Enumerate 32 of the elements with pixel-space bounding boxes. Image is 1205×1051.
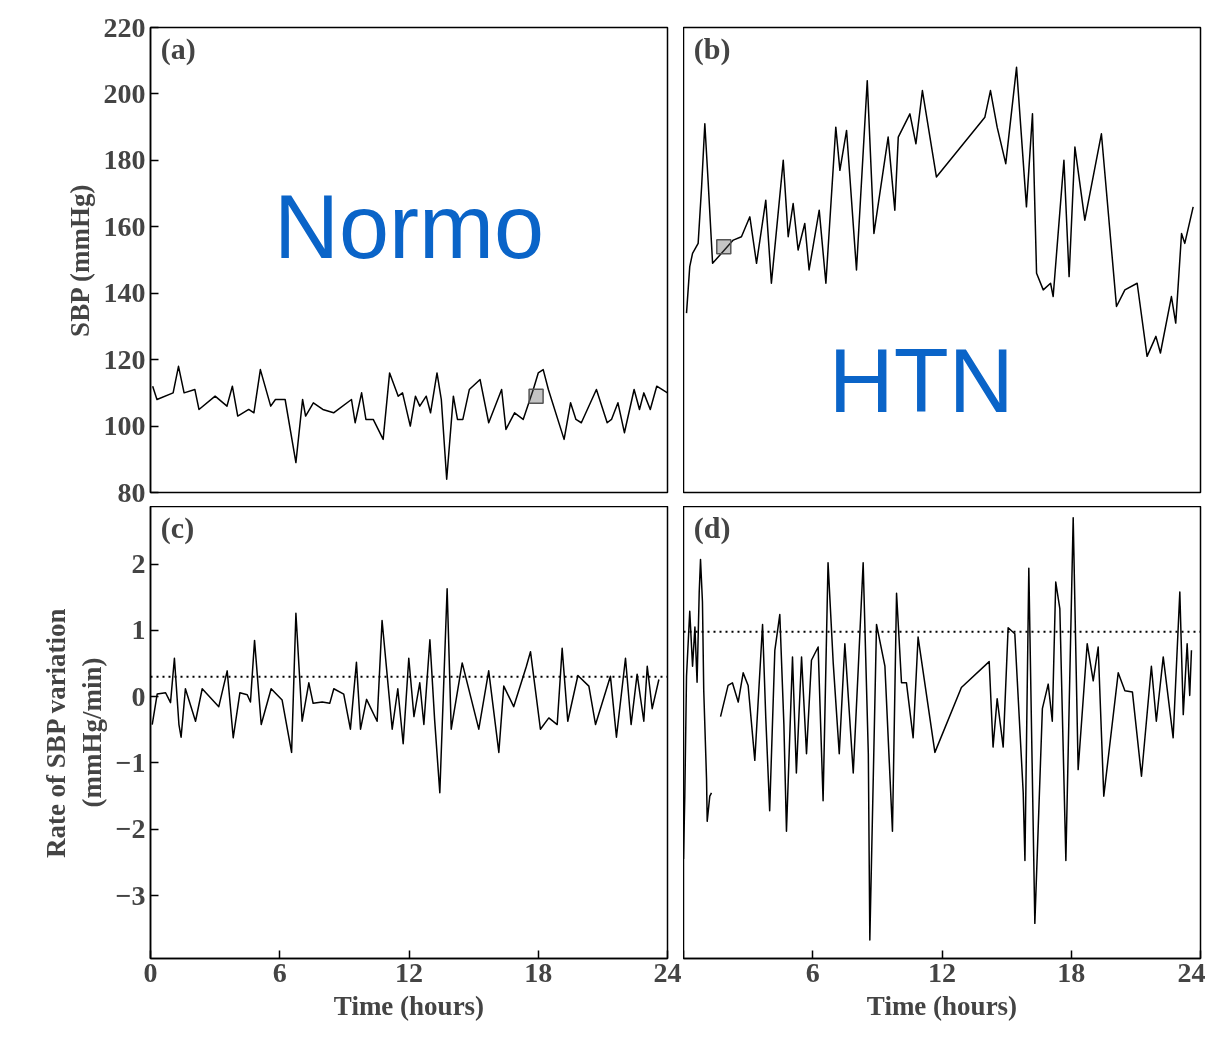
y-tick-label: 160: [103, 210, 146, 242]
y-tick-label: 2: [131, 548, 146, 580]
y-tick-label: −3: [115, 879, 146, 911]
y-tick-label: 220: [103, 11, 146, 43]
y-tick-label: 1: [131, 614, 146, 646]
y-axis-title: SBP (mmHg): [64, 184, 95, 337]
x-tick-label: 6: [272, 956, 287, 988]
y-tick-label: 100: [103, 410, 146, 442]
x-tick-label: 12: [928, 956, 956, 988]
y-tick-label: −1: [115, 746, 146, 778]
x-axis-title: Time (hours): [866, 990, 1018, 1021]
y-tick-label: 120: [103, 343, 146, 375]
y-tick-label: 80: [117, 476, 146, 508]
y-tick-label: −2: [115, 813, 146, 845]
annotation: HTN: [828, 330, 1014, 431]
x-tick-label: 12: [395, 956, 423, 988]
y-tick-label: 200: [103, 77, 146, 109]
y-tick-label: 0: [131, 680, 146, 712]
y-tick-label: 140: [103, 277, 146, 309]
y-axis-title: Rate of SBP variation (mmHg/min): [40, 608, 107, 859]
x-tick-label: 6: [805, 956, 820, 988]
x-axis-title: Time (hours): [333, 990, 485, 1021]
x-tick-label: 24: [1177, 956, 1205, 988]
chart-title: (c): [160, 511, 195, 546]
chart-title: (b): [693, 32, 731, 67]
chart-title: (d): [693, 511, 731, 546]
x-tick-label: 18: [524, 956, 553, 988]
annotation: Normo: [273, 177, 545, 278]
y-tick-label: 180: [103, 144, 146, 176]
x-tick-label: 24: [653, 956, 682, 988]
x-tick-label: 18: [1057, 956, 1086, 988]
chart-title: (a): [160, 32, 196, 67]
